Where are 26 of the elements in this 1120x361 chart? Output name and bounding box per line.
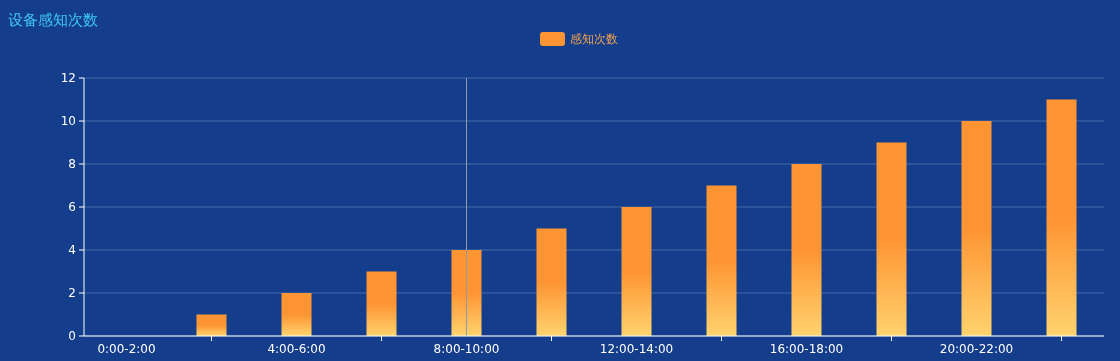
bar — [706, 185, 737, 336]
bar — [876, 142, 907, 336]
bar — [366, 271, 397, 336]
bar — [1046, 99, 1077, 336]
y-tick-label: 6 — [68, 200, 76, 214]
bar — [536, 228, 567, 336]
x-tick-label: 8:00-10:00 — [433, 342, 500, 356]
bar — [281, 293, 312, 336]
x-tick-label: 0:00-2:00 — [97, 342, 156, 356]
y-tick-label: 12 — [60, 71, 76, 85]
x-tick-label: 4:00-6:00 — [267, 342, 326, 356]
legend-label: 感知次数 — [570, 32, 618, 46]
x-tick-label: 20:00-22:00 — [939, 342, 1014, 356]
chart-title: 设备感知次数 — [8, 11, 98, 29]
y-tick-label: 4 — [68, 243, 76, 257]
bar — [451, 250, 482, 336]
y-tick-label: 2 — [68, 286, 76, 300]
bar — [791, 164, 822, 336]
y-tick-label: 10 — [60, 114, 76, 128]
y-tick-label: 8 — [68, 157, 76, 171]
x-tick-label: 16:00-18:00 — [769, 342, 844, 356]
x-tick-label: 12:00-14:00 — [599, 342, 674, 356]
bar — [196, 314, 227, 336]
y-tick-label: 0 — [68, 329, 76, 343]
bar — [621, 207, 652, 336]
bar — [961, 121, 992, 336]
